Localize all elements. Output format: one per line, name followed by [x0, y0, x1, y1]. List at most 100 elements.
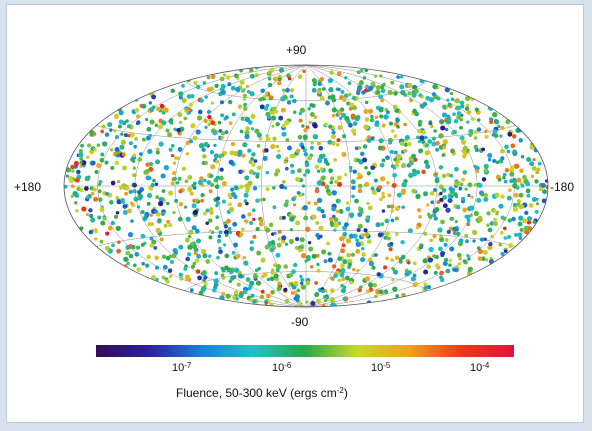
- burst-point: [462, 207, 468, 213]
- burst-point: [172, 210, 176, 215]
- burst-point: [452, 267, 457, 272]
- burst-point: [260, 257, 266, 263]
- burst-point: [355, 90, 361, 96]
- burst-point: [516, 177, 522, 183]
- burst-point: [104, 245, 110, 251]
- burst-point: [316, 268, 321, 273]
- burst-point: [356, 268, 360, 273]
- burst-point: [423, 285, 428, 291]
- burst-point: [321, 87, 326, 91]
- burst-point: [304, 162, 310, 168]
- burst-point: [203, 118, 208, 124]
- burst-point: [380, 222, 385, 227]
- burst-point: [167, 268, 173, 273]
- burst-point: [334, 179, 339, 184]
- burst-point: [265, 187, 270, 192]
- burst-point: [265, 293, 271, 299]
- burst-point: [375, 222, 381, 228]
- burst-point: [116, 248, 121, 254]
- burst-point: [218, 246, 222, 250]
- burst-point: [349, 168, 353, 173]
- burst-point: [429, 238, 434, 243]
- burst-point: [250, 113, 256, 120]
- burst-point: [117, 124, 122, 129]
- burst-point: [228, 202, 232, 207]
- burst-point: [432, 254, 437, 259]
- burst-point: [487, 227, 493, 233]
- burst-point: [92, 187, 97, 192]
- burst-point: [432, 83, 438, 90]
- burst-point: [526, 193, 531, 198]
- burst-point: [351, 128, 357, 134]
- burst-point: [220, 135, 225, 140]
- burst-point: [319, 76, 325, 82]
- burst-point: [260, 289, 265, 294]
- burst-point: [503, 236, 508, 240]
- burst-point: [149, 119, 155, 125]
- burst-point: [204, 95, 208, 99]
- burst-point: [356, 158, 361, 162]
- burst-point: [303, 173, 307, 177]
- burst-point: [449, 246, 455, 252]
- burst-point: [166, 201, 170, 206]
- burst-point: [132, 189, 137, 194]
- burst-point: [113, 113, 120, 119]
- burst-point: [89, 213, 94, 219]
- burst-point: [467, 206, 473, 212]
- burst-point: [146, 201, 151, 206]
- burst-point: [466, 254, 470, 258]
- burst-point: [254, 73, 259, 78]
- burst-point: [351, 194, 355, 199]
- burst-point: [191, 203, 197, 209]
- burst-point: [483, 193, 489, 198]
- burst-point: [407, 261, 411, 265]
- burst-point: [340, 263, 345, 269]
- burst-point: [396, 125, 400, 129]
- burst-point: [269, 302, 274, 307]
- burst-point: [98, 179, 103, 184]
- burst-point: [195, 84, 201, 90]
- burst-point: [127, 231, 134, 238]
- burst-point: [315, 233, 320, 238]
- burst-point: [473, 182, 478, 187]
- burst-point: [413, 88, 419, 94]
- burst-point: [203, 281, 208, 286]
- burst-point: [309, 112, 315, 117]
- burst-point: [291, 269, 296, 275]
- burst-point: [178, 95, 183, 100]
- burst-point: [303, 151, 309, 157]
- burst-point: [302, 134, 308, 140]
- burst-point: [348, 233, 355, 239]
- burst-point: [462, 145, 468, 151]
- burst-point: [104, 160, 109, 165]
- burst-point: [442, 145, 447, 150]
- burst-point: [418, 148, 424, 154]
- burst-point: [274, 109, 279, 114]
- burst-point: [165, 255, 171, 261]
- burst-point: [102, 141, 108, 147]
- burst-point: [172, 161, 177, 165]
- burst-point: [210, 120, 216, 125]
- burst-point: [206, 109, 212, 115]
- burst-point: [100, 152, 105, 157]
- burst-point: [284, 166, 289, 171]
- burst-point: [411, 188, 417, 194]
- burst-point: [507, 131, 513, 137]
- burst-point: [360, 257, 366, 263]
- burst-point: [423, 135, 428, 140]
- burst-point: [78, 152, 84, 158]
- burst-point: [321, 214, 327, 219]
- burst-point: [349, 165, 353, 170]
- burst-point: [119, 144, 125, 150]
- burst-point: [172, 247, 178, 254]
- burst-point: [498, 203, 504, 209]
- burst-point: [100, 129, 105, 134]
- burst-point: [148, 161, 154, 167]
- burst-point: [132, 182, 138, 188]
- burst-point: [529, 161, 535, 167]
- burst-point: [358, 80, 364, 86]
- burst-point: [220, 84, 226, 90]
- burst-point: [326, 241, 330, 246]
- burst-point: [357, 183, 363, 189]
- burst-point: [247, 148, 252, 153]
